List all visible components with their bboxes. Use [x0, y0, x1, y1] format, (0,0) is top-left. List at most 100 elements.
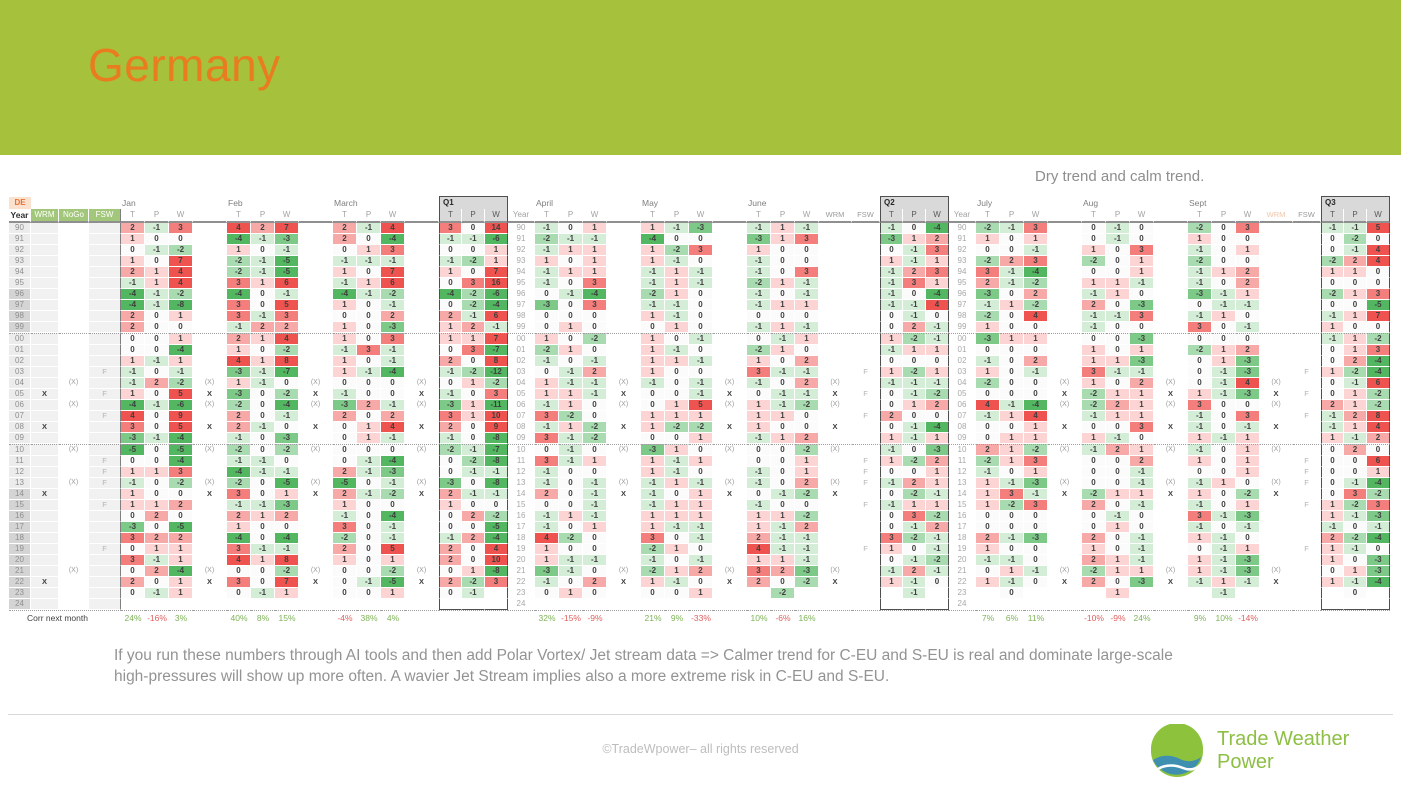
cell: -1 — [535, 356, 559, 367]
cell: 0 — [439, 378, 462, 389]
cell — [713, 300, 747, 311]
cell — [852, 433, 880, 444]
cell: (X) — [607, 478, 641, 489]
cell: 0 — [583, 467, 607, 478]
cell: X — [1260, 577, 1293, 588]
cell: W — [1024, 209, 1048, 223]
cell: 0 — [357, 533, 381, 544]
cell: 0 — [1236, 234, 1260, 245]
cell — [31, 322, 59, 333]
cell: 21 — [949, 566, 976, 577]
cell — [1260, 511, 1293, 522]
cell: -5 — [121, 444, 145, 456]
cell: 0 — [1000, 511, 1024, 522]
cell: -4 — [227, 289, 251, 300]
cell: (X) — [713, 400, 747, 411]
cell: 0 — [357, 333, 381, 345]
cell: 1 — [1212, 267, 1236, 278]
cell: -1 — [275, 411, 299, 422]
cell: X — [1048, 389, 1082, 400]
table-row: 09 -3 -1 -4 -1 0 -3 0 1 -1 -1 0 -8 09 3 -1 -2 0 0 1 -1 1 2 1 -1 1… — [9, 433, 1390, 444]
cell: -1 — [121, 378, 145, 389]
cell: 0 — [665, 533, 689, 544]
cell: F — [1293, 411, 1321, 422]
cell: 92 — [508, 245, 535, 256]
cell: 1 — [583, 267, 607, 278]
cell: 7 — [485, 267, 508, 278]
cell: 3 — [1236, 411, 1260, 422]
cell: -2 — [227, 256, 251, 267]
cell: X — [299, 489, 333, 500]
cell: 1 — [1130, 489, 1154, 500]
cell — [193, 533, 227, 544]
cell: 0 — [1236, 400, 1260, 411]
cell: F — [89, 389, 121, 400]
cell: 3 — [1236, 223, 1260, 234]
cell: 10 — [9, 444, 31, 456]
cell: 1 — [880, 333, 903, 345]
cell: -1 — [880, 500, 903, 511]
cell — [31, 378, 59, 389]
cell: -1 — [689, 378, 713, 389]
cell: 0 — [169, 322, 193, 333]
cell: (X) — [193, 566, 227, 577]
cell: -5 — [169, 522, 193, 533]
cell — [31, 533, 59, 544]
cell: 0 — [251, 411, 275, 422]
cell — [1154, 411, 1188, 422]
cell — [508, 196, 535, 209]
cell — [1048, 311, 1082, 322]
cell: F — [89, 411, 121, 422]
cell: -1 — [689, 389, 713, 400]
cell: 0 — [1236, 256, 1260, 267]
cell — [31, 400, 59, 411]
table-row: 12 F 1 1 3 -4 -1 -1 2 -1 -3 0 -1 -1 12 -1 0 0 1 -1 0 -1 0 1 F 0 0 1… — [9, 467, 1390, 478]
cell: -1 — [1000, 267, 1024, 278]
cell: 2 — [1106, 400, 1130, 411]
cell — [1024, 588, 1048, 599]
cell: 0 — [1000, 322, 1024, 333]
cell: 2 — [145, 566, 169, 577]
cell — [1154, 511, 1188, 522]
cell: -3 — [1024, 533, 1048, 544]
cell: -1 — [795, 367, 819, 378]
cell: 1 — [747, 400, 771, 411]
cell: -1 — [1212, 511, 1236, 522]
cell: -1 — [903, 555, 926, 566]
cell: 95 — [508, 278, 535, 289]
cell: 1 — [689, 433, 713, 444]
cell: 1 — [926, 433, 949, 444]
cell: -1 — [145, 245, 169, 256]
cell: -1 — [641, 300, 665, 311]
cell: 4 — [227, 555, 251, 566]
cell: F — [852, 467, 880, 478]
cell — [59, 267, 89, 278]
cell: -1 — [689, 356, 713, 367]
cell — [439, 599, 462, 610]
cell: -1 — [795, 278, 819, 289]
cell: T — [1082, 209, 1106, 223]
cell: -3 — [1130, 577, 1154, 588]
cell: 0 — [1000, 345, 1024, 356]
cell — [59, 467, 89, 478]
cell — [819, 533, 852, 544]
cell: 0 — [1212, 422, 1236, 433]
cell: -1 — [381, 300, 405, 311]
table-row: 10 (X) -5 0 -5 (X) -2 0 -2 (X) 0 0 0 (X) -2 -1 -7 10 0 -1 0(… — [9, 444, 1390, 456]
cell: F — [89, 456, 121, 467]
cell: 0 — [1082, 333, 1106, 345]
cell: 1 — [689, 456, 713, 467]
cell: 15% — [275, 610, 299, 627]
cell: 1 — [747, 522, 771, 533]
cell: -8 — [485, 478, 508, 489]
cell: 16 — [485, 278, 508, 289]
cell: -1 — [1321, 411, 1344, 422]
cell: 6 — [275, 278, 299, 289]
cell: -1 — [535, 467, 559, 478]
cell: -1 — [880, 444, 903, 456]
cell: -4 — [485, 533, 508, 544]
cell: 0 — [903, 223, 926, 234]
cell: 1 — [1000, 566, 1024, 577]
cell: 1 — [926, 278, 949, 289]
cell: -4 — [169, 345, 193, 356]
